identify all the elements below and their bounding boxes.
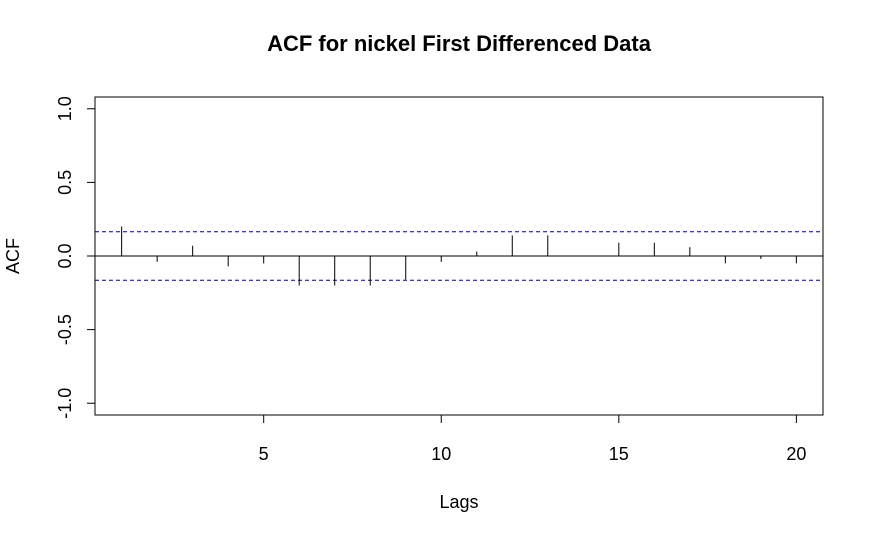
plot-marks bbox=[95, 226, 823, 286]
x-tick-label-5: 5 bbox=[259, 444, 269, 464]
y-tick-label-1: -0.5 bbox=[55, 314, 75, 345]
x-tick-label-20: 20 bbox=[786, 444, 806, 464]
y-tick-label-4: 1.0 bbox=[55, 96, 75, 121]
chart-title: ACF for nickel First Differenced Data bbox=[267, 31, 652, 56]
x-axis-label: Lags bbox=[439, 492, 478, 512]
y-tick-label-2: 0.0 bbox=[55, 243, 75, 268]
x-axis: 5 10 15 20 bbox=[259, 414, 806, 464]
x-tick-label-10: 10 bbox=[431, 444, 451, 464]
y-axis-label: ACF bbox=[3, 238, 23, 274]
x-tick-label-15: 15 bbox=[609, 444, 629, 464]
y-tick-label-0: -1.0 bbox=[55, 388, 75, 419]
y-axis: -1.0 -0.5 0.0 0.5 1.0 bbox=[55, 96, 96, 419]
y-tick-label-3: 0.5 bbox=[55, 170, 75, 195]
